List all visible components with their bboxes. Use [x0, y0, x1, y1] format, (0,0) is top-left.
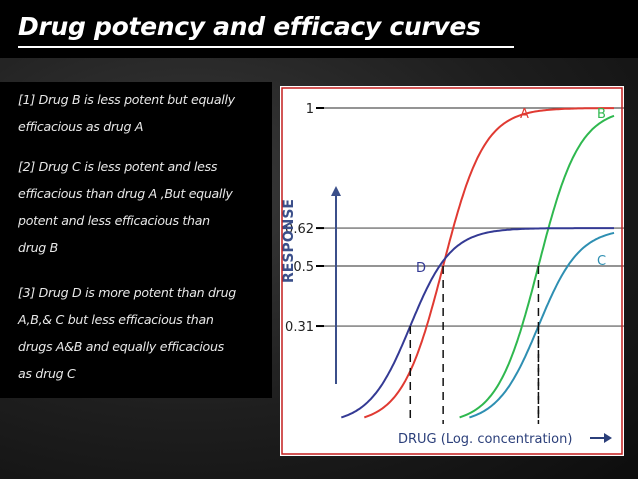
title-bar	[0, 0, 638, 58]
paragraph-2-line-4: drug B	[18, 240, 58, 255]
paragraph-3-line-1: [3] Drug D is more potent than drug	[18, 285, 236, 300]
y-axis-arrow	[331, 186, 341, 196]
paragraph-1-line-1: [1] Drug B is less potent but equally	[18, 92, 235, 107]
curve-C	[469, 231, 615, 419]
paragraph-3-line-2: A,B,& C but less efficacious than	[18, 312, 214, 327]
y-tick-label-0.62: 0.62	[285, 222, 314, 237]
y-tick-label-1: 1	[306, 102, 314, 117]
paragraph-2-line-1: [2] Drug C is less potent and less	[18, 159, 218, 174]
series-label-B: B	[597, 107, 606, 122]
x-axis-label: DRUG (Log. concentration)	[398, 432, 572, 447]
paragraph-3-line-3: drugs A&B and equally efficacious	[18, 339, 224, 354]
series-label-D: D	[416, 261, 426, 276]
paragraph-2-line-3: potent and less efficacious than	[18, 213, 210, 228]
paragraph-1-line-2: efficacious as drug A	[18, 119, 144, 134]
title-underline	[18, 46, 514, 48]
curve-D	[341, 227, 614, 419]
curve-A	[363, 107, 614, 419]
chart-frame	[281, 87, 623, 455]
paragraph-3-line-4: as drug C	[18, 366, 76, 381]
paragraph-2-line-2: efficacious than drug A ,But equally	[18, 186, 233, 201]
slide-title: Drug potency and efficacy curves	[18, 12, 481, 41]
chart-panel	[280, 86, 624, 456]
text-panel	[0, 82, 272, 398]
series-label-A: A	[520, 107, 529, 122]
series-label-C: C	[597, 254, 606, 269]
y-tick-label-0.5: 0.5	[293, 260, 314, 275]
y-tick-label-0.31: 0.31	[285, 320, 314, 335]
y-axis-label: RESPONSE	[281, 199, 297, 283]
x-axis-arrow	[604, 433, 612, 443]
curve-B	[459, 114, 615, 419]
